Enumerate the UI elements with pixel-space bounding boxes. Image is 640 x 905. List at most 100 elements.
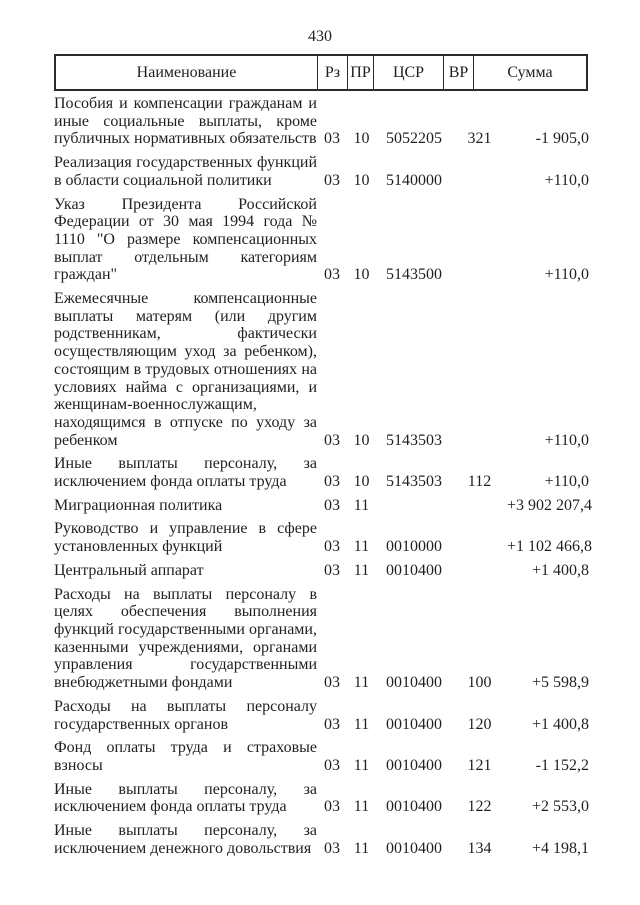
cell-rz: 03 bbox=[324, 538, 340, 556]
cell-pr: 10 bbox=[353, 266, 370, 284]
cell-sum: -1 905,0 bbox=[535, 130, 589, 148]
cell-name: Центральный аппарат bbox=[54, 561, 204, 579]
table-row: Реализация государственных функций в обл… bbox=[54, 151, 589, 192]
cell-sum: +3 902 207,4 bbox=[507, 496, 593, 514]
table-header-row: Наименование Рз ПР ЦСР ВР Сумма bbox=[54, 54, 588, 91]
cell-sum: +2 553,0 bbox=[531, 798, 589, 816]
cell-sum: +5 598,9 bbox=[531, 674, 589, 692]
cell-vr bbox=[452, 193, 507, 288]
cell-sum: +110,0 bbox=[544, 171, 589, 189]
cell-rz: 03 bbox=[324, 431, 340, 449]
table-row: Иные выплаты персоналу, за исключением д… bbox=[54, 819, 589, 860]
column-header-name: Наименование bbox=[136, 63, 237, 81]
cell-vr: 321 bbox=[467, 130, 492, 148]
cell-csr: 0010400 bbox=[386, 715, 442, 733]
table-row: Пособия и компенсации гражданам и иные с… bbox=[54, 92, 589, 151]
cell-rz: 03 bbox=[324, 839, 340, 857]
page-number: 430 bbox=[308, 28, 332, 45]
cell-rz: 03 bbox=[324, 756, 340, 774]
cell-vr: 122 bbox=[467, 798, 492, 816]
cell-name: Пособия и компенсации гражданам и иные с… bbox=[54, 95, 317, 148]
cell-pr: 11 bbox=[353, 839, 370, 857]
cell-csr: 0010400 bbox=[386, 561, 442, 579]
cell-csr: 0010400 bbox=[386, 839, 442, 857]
budget-amendments-table: Пособия и компенсации гражданам и иные с… bbox=[54, 92, 593, 860]
cell-csr bbox=[376, 494, 452, 518]
cell-csr: 0010400 bbox=[386, 674, 442, 692]
cell-sum: +110,0 bbox=[544, 431, 589, 449]
cell-sum: +1 400,8 bbox=[531, 561, 589, 579]
cell-name: Реализация государственных функций в обл… bbox=[54, 154, 317, 189]
column-header-sum: Сумма bbox=[473, 56, 586, 89]
cell-vr bbox=[452, 517, 507, 558]
cell-vr: 121 bbox=[467, 756, 492, 774]
cell-rz: 03 bbox=[324, 715, 340, 733]
cell-name: Указ Президента Российской Федерации от … bbox=[54, 195, 317, 284]
cell-pr: 10 bbox=[353, 171, 370, 189]
cell-pr: 11 bbox=[353, 496, 370, 514]
cell-vr bbox=[452, 559, 507, 583]
table-row: Указ Президента Российской Федерации от … bbox=[54, 193, 589, 288]
cell-name: Расходы на выплаты персоналу государстве… bbox=[54, 697, 317, 733]
table-row: Иные выплаты персоналу, за исключением ф… bbox=[54, 778, 589, 819]
table-row: Фонд оплаты труда и страховые взносы 03 … bbox=[54, 736, 589, 777]
table-row: Расходы на выплаты персоналу государстве… bbox=[54, 695, 589, 736]
cell-pr: 10 bbox=[353, 130, 370, 148]
table-body: Пособия и компенсации гражданам и иные с… bbox=[54, 92, 593, 860]
cell-rz: 03 bbox=[324, 674, 340, 692]
cell-pr: 10 bbox=[353, 431, 370, 449]
cell-vr: 112 bbox=[467, 473, 492, 491]
cell-pr: 11 bbox=[353, 798, 370, 816]
column-header-pr: ПР bbox=[347, 56, 373, 89]
column-header-vr: ВР bbox=[443, 56, 473, 89]
cell-name: Расходы на выплаты персоналу в целях обе… bbox=[54, 585, 317, 692]
cell-vr bbox=[452, 287, 507, 452]
cell-rz: 03 bbox=[324, 473, 340, 491]
cell-csr: 5143503 bbox=[386, 473, 442, 491]
column-header-csr: ЦСР bbox=[373, 56, 443, 89]
table-row: Иные выплаты персоналу, за исключением ф… bbox=[54, 452, 589, 493]
cell-csr: 0010400 bbox=[386, 798, 442, 816]
table-row: Центральный аппарат 03 11 0010400 +1 400… bbox=[54, 559, 589, 583]
cell-vr bbox=[452, 494, 507, 518]
cell-pr: 11 bbox=[353, 674, 370, 692]
cell-csr: 5052205 bbox=[386, 130, 442, 148]
cell-name: Ежемесячные компенсационные выплаты мате… bbox=[54, 290, 317, 449]
cell-rz: 03 bbox=[324, 171, 340, 189]
cell-name: Иные выплаты персоналу, за исключением д… bbox=[54, 822, 317, 857]
cell-sum: +110,0 bbox=[544, 266, 589, 284]
cell-vr: 120 bbox=[467, 715, 492, 733]
cell-csr: 0010400 bbox=[386, 756, 442, 774]
cell-name: Руководство и управление в сфере установ… bbox=[54, 520, 317, 556]
cell-vr: 134 bbox=[467, 839, 492, 857]
cell-sum: +1 400,8 bbox=[531, 715, 589, 733]
cell-csr: 5140000 bbox=[386, 171, 442, 189]
cell-sum: -1 152,2 bbox=[535, 756, 589, 774]
cell-csr: 5143503 bbox=[386, 431, 442, 449]
cell-rz: 03 bbox=[324, 130, 340, 148]
cell-name: Миграционная политика bbox=[54, 496, 223, 514]
cell-vr: 100 bbox=[467, 674, 492, 692]
cell-pr: 10 bbox=[353, 473, 370, 491]
cell-name: Иные выплаты персоналу, за исключением ф… bbox=[54, 780, 317, 816]
table-row: Расходы на выплаты персоналу в целях обе… bbox=[54, 583, 589, 695]
table-row: Ежемесячные компенсационные выплаты мате… bbox=[54, 287, 589, 452]
cell-csr: 0010000 bbox=[386, 538, 442, 556]
cell-name: Иные выплаты персоналу, за исключением ф… bbox=[54, 455, 317, 491]
cell-sum: +110,0 bbox=[544, 473, 589, 491]
cell-sum: +4 198,1 bbox=[531, 839, 589, 857]
table-row: Руководство и управление в сфере установ… bbox=[54, 517, 593, 558]
column-header-rz: Рз bbox=[317, 56, 347, 89]
cell-pr: 11 bbox=[353, 715, 370, 733]
cell-pr: 11 bbox=[353, 561, 370, 579]
table-row: Миграционная политика 03 11 +3 902 207,4 bbox=[54, 494, 593, 518]
cell-sum: +1 102 466,8 bbox=[507, 538, 593, 556]
cell-name: Фонд оплаты труда и страховые взносы bbox=[54, 739, 317, 774]
cell-rz: 03 bbox=[324, 798, 340, 816]
cell-rz: 03 bbox=[324, 561, 340, 579]
cell-pr: 11 bbox=[353, 756, 370, 774]
cell-rz: 03 bbox=[324, 496, 340, 514]
cell-csr: 5143500 bbox=[386, 266, 442, 284]
cell-rz: 03 bbox=[324, 266, 340, 284]
